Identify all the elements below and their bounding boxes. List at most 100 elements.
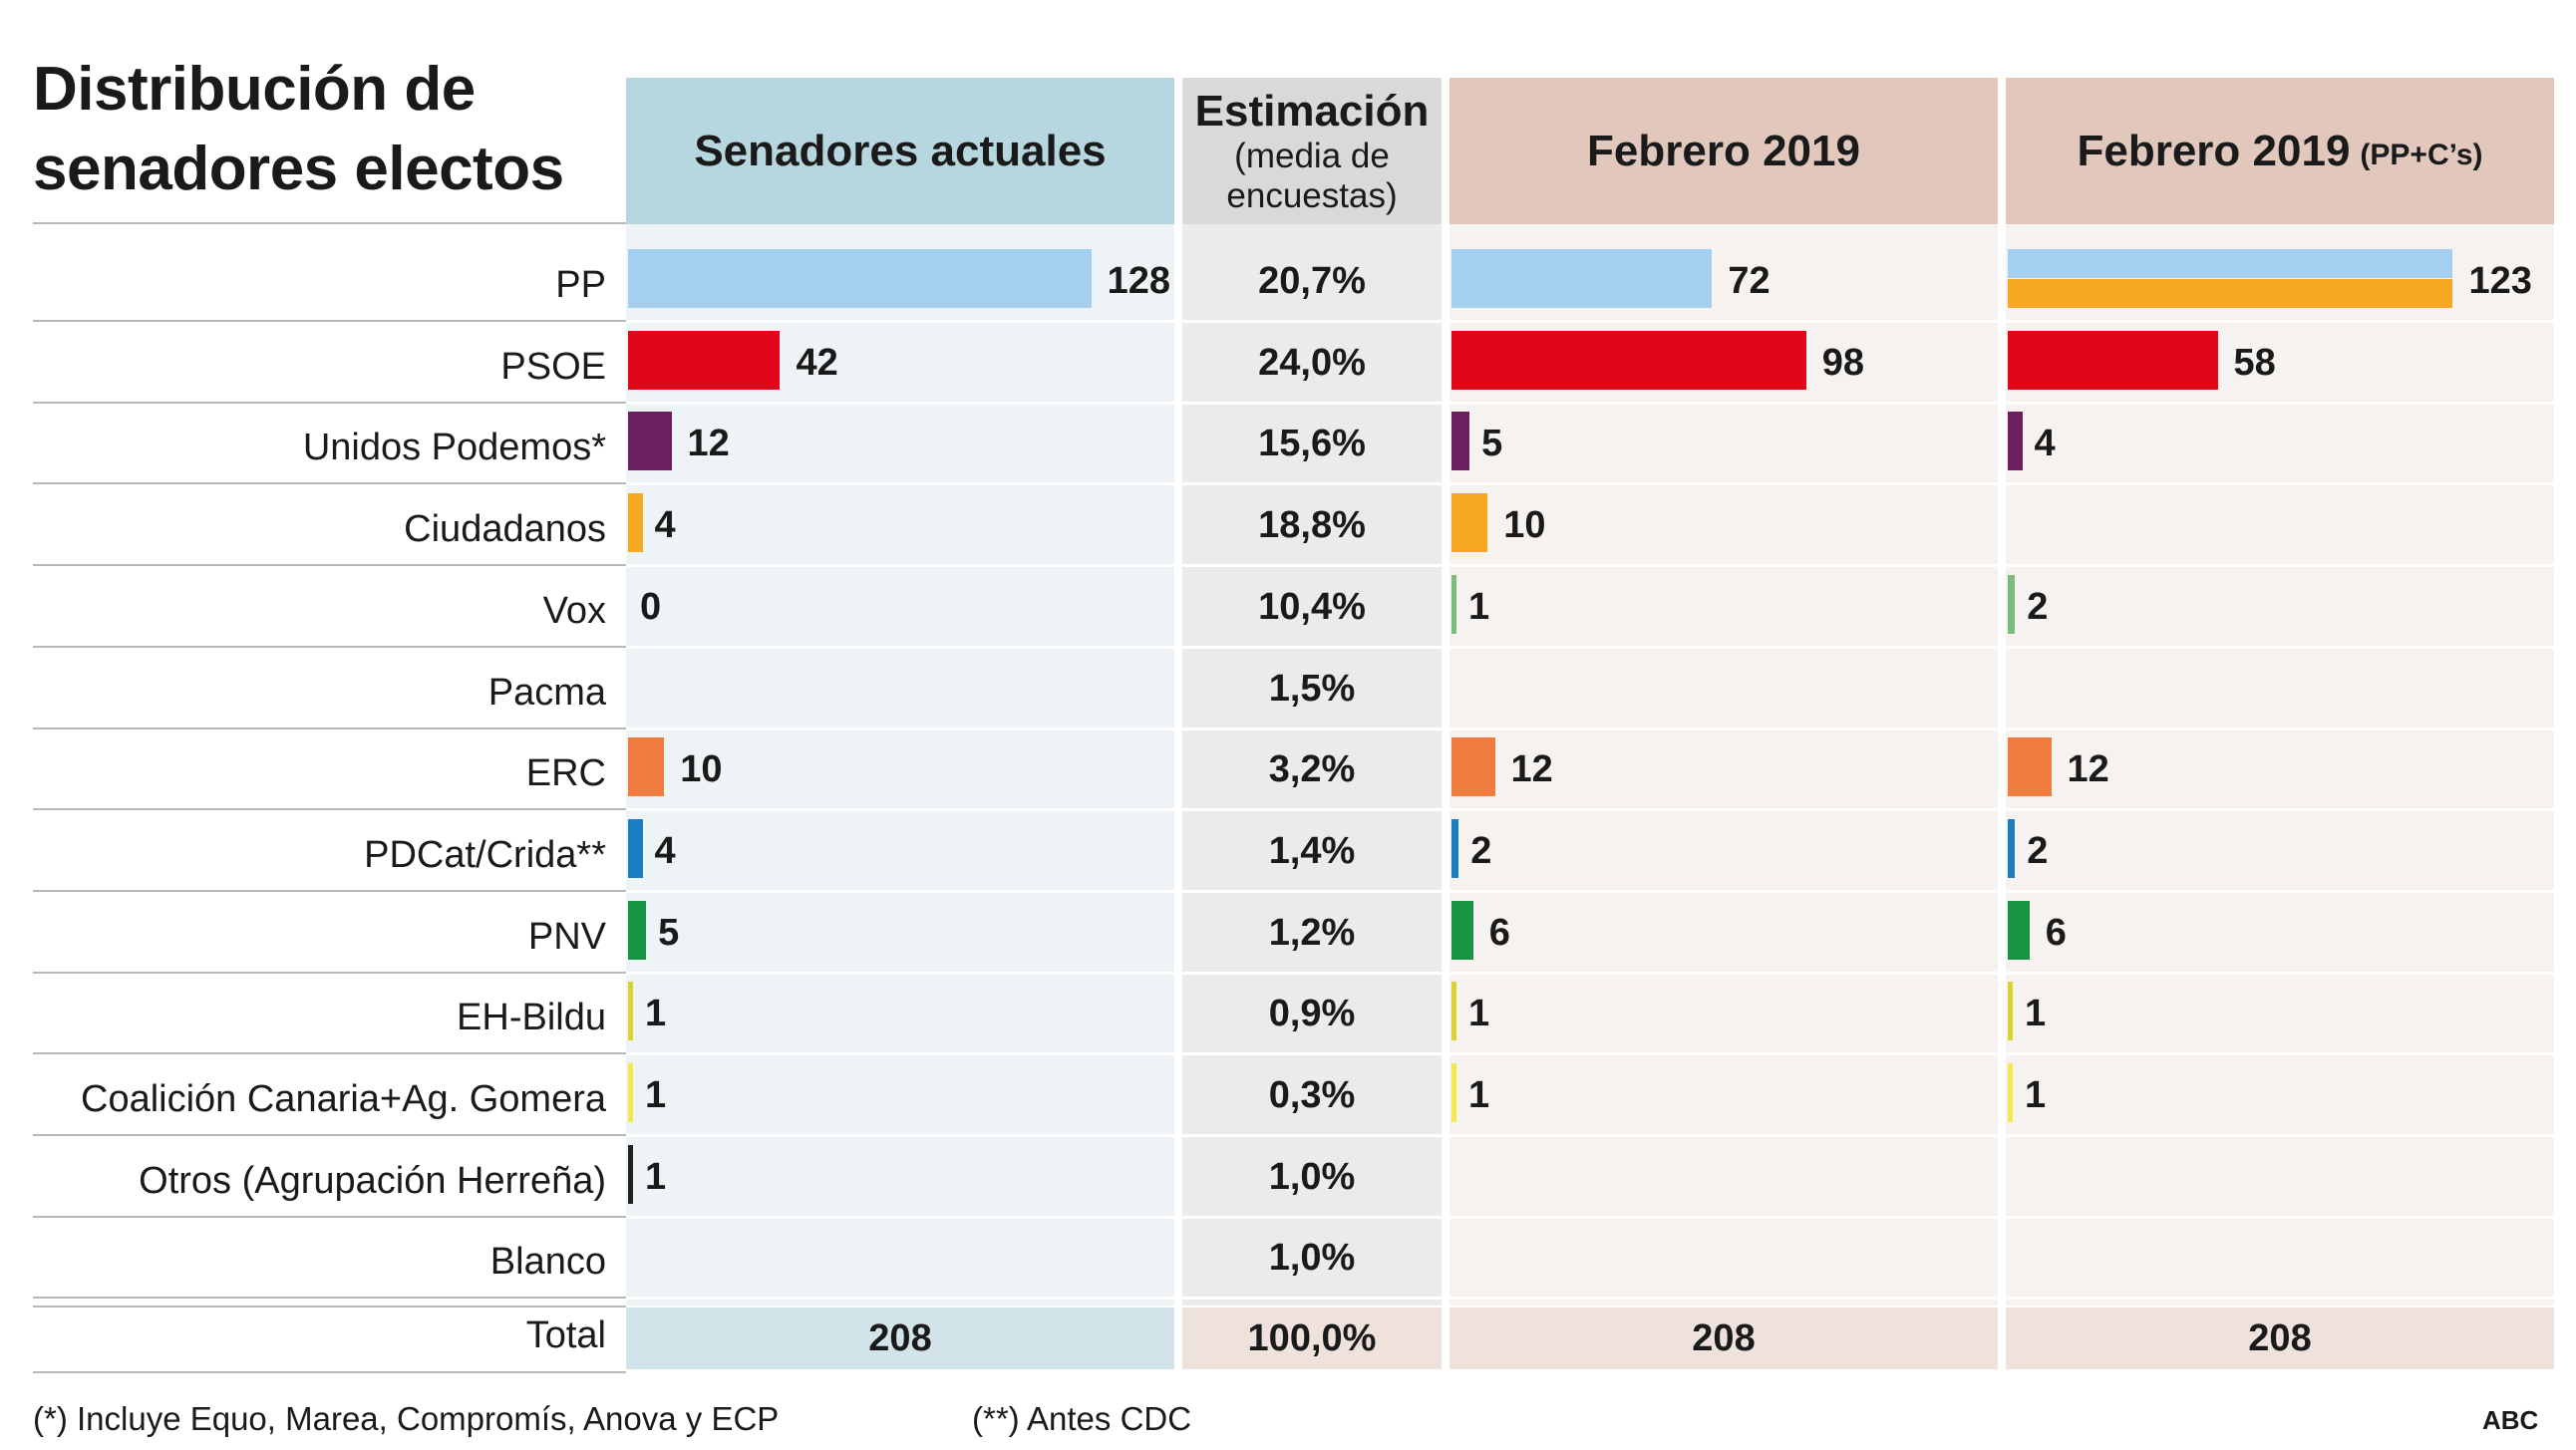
column-row-divider: [1182, 482, 1442, 486]
column-row-divider: [1449, 320, 1998, 323]
title-line-1: Distribución de: [33, 55, 476, 124]
column-row-divider: [1182, 320, 1442, 323]
bar-actuales: [628, 818, 643, 878]
party-label: PDCat/Crida**: [364, 833, 606, 876]
value-label-febrero-pp: 1: [2025, 993, 2047, 1035]
value-label-febrero: 1: [1468, 585, 1490, 628]
party-label: EH-Bildu: [457, 997, 606, 1039]
column-bg-febrero: [1449, 224, 1998, 1305]
party-label: Blanco: [489, 1241, 606, 1284]
column-row-divider: [1182, 1052, 1442, 1056]
value-label-actuales: 12: [687, 423, 730, 465]
column-row-divider: [1449, 808, 1998, 812]
column-row-divider: [626, 808, 1174, 812]
column-row-divider: [626, 1052, 1174, 1056]
value-label-febrero: 12: [1510, 748, 1553, 791]
value-label-febrero-pp: 2: [2027, 585, 2049, 628]
bar-febrero-pp: [2008, 330, 2218, 390]
row-divider: [33, 1297, 626, 1300]
bar-actuales: [628, 330, 781, 390]
header-senadores-actuales: Senadores actuales: [626, 78, 1174, 224]
chart-title: Distribución de senadores electos: [33, 50, 611, 209]
estimate-value: 0,3%: [1268, 1074, 1356, 1116]
value-label-febrero-pp: 6: [2045, 911, 2067, 954]
total-febrero-pp: 208: [2006, 1307, 2554, 1369]
bar-febrero-pp: [2008, 982, 2013, 1041]
column-row-divider: [626, 564, 1174, 568]
estimate-value: 24,0%: [1258, 341, 1366, 384]
bar-febrero: [1451, 249, 1713, 308]
bar-febrero: [1451, 574, 1456, 634]
column-row-divider: [626, 1134, 1174, 1137]
column-row-divider: [2006, 401, 2554, 405]
column-row-divider: [2006, 320, 2554, 323]
bar-febrero-pp: [2008, 818, 2016, 878]
bar-febrero: [1451, 493, 1488, 553]
value-label-actuales: 5: [658, 911, 680, 954]
column-bg-febrero-pp: [2006, 224, 2554, 1305]
party-label: Vox: [542, 589, 606, 632]
bar-febrero: [1451, 737, 1495, 797]
column-row-divider: [626, 889, 1174, 893]
row-divider: [33, 320, 626, 322]
column-row-divider: [626, 482, 1174, 486]
footnote-pdcat: (**) Antes CDC: [972, 1400, 1192, 1437]
column-row-divider: [1449, 1134, 1998, 1137]
column-row-divider: [1449, 401, 1998, 405]
value-label-actuales: 10: [680, 748, 723, 791]
column-row-divider: [626, 1297, 1174, 1301]
bar-actuales: [628, 737, 665, 797]
party-label: PNV: [527, 915, 606, 958]
bar-febrero: [1451, 412, 1470, 471]
estimate-value: 0,9%: [1268, 993, 1356, 1035]
column-row-divider: [2006, 1297, 2554, 1301]
column-row-divider: [626, 320, 1174, 323]
estimate-value: 18,8%: [1258, 504, 1366, 547]
row-divider: [33, 564, 626, 567]
row-divider: [33, 726, 626, 729]
value-label-febrero: 1: [1468, 993, 1490, 1035]
column-row-divider: [2006, 971, 2554, 975]
estimate-value: 15,6%: [1258, 423, 1366, 465]
bar-febrero: [1451, 330, 1806, 390]
column-row-divider: [2006, 564, 2554, 568]
value-label-febrero: 10: [1503, 504, 1546, 547]
value-label-febrero: 6: [1488, 911, 1510, 954]
bar-actuales: [628, 412, 672, 471]
column-row-divider: [626, 971, 1174, 975]
estimate-value: 1,4%: [1268, 829, 1356, 872]
column-row-divider: [626, 401, 1174, 405]
row-divider: [33, 482, 626, 485]
column-row-divider: [1449, 971, 1998, 975]
header-estimacion: Estimación (media de encuestas): [1182, 78, 1442, 224]
party-label: Ciudadanos: [404, 508, 606, 551]
bar-actuales: [628, 249, 1092, 308]
column-row-divider: [1449, 1052, 1998, 1056]
column-bg-actuales: [626, 224, 1174, 1305]
value-label-febrero-pp: 123: [2468, 260, 2532, 302]
value-label-febrero: 1: [1468, 1074, 1490, 1116]
value-label-febrero-pp: 12: [2067, 748, 2109, 791]
bar-febrero-pp: [2008, 900, 2030, 960]
column-row-divider: [1449, 889, 1998, 893]
header-febrero-2019: Febrero 2019: [1449, 78, 1998, 224]
column-row-divider: [1182, 1297, 1442, 1301]
column-row-divider: [2006, 482, 2554, 486]
value-label-febrero: 98: [1821, 341, 1865, 384]
column-row-divider: [2006, 645, 2554, 649]
bar-febrero: [1451, 1063, 1456, 1122]
party-label: ERC: [525, 752, 606, 795]
bar-febrero-pp: [2008, 1063, 2013, 1122]
column-row-divider: [1182, 889, 1442, 893]
row-divider: [33, 645, 626, 648]
party-label: Unidos Podemos*: [302, 427, 606, 469]
bar-febrero-pp: [2008, 737, 2052, 797]
bar-febrero: [1451, 982, 1456, 1041]
row-divider: [33, 1215, 626, 1218]
bar-febrero-pp: [2008, 574, 2016, 634]
value-label-actuales: 1: [645, 1155, 667, 1198]
value-label-febrero: 2: [1470, 829, 1492, 872]
row-divider: [33, 1052, 626, 1055]
column-row-divider: [1182, 1215, 1442, 1219]
footnote-unidos-podemos: (*) Incluye Equo, Marea, Compromís, Anov…: [33, 1400, 780, 1437]
